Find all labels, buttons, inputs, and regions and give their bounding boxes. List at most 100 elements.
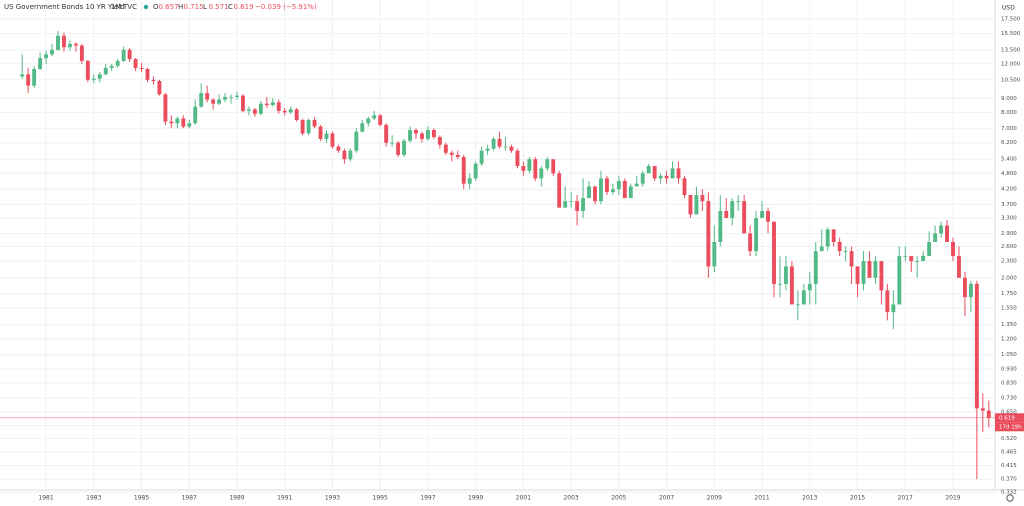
candle-body [921, 256, 926, 262]
settings-icon[interactable] [1006, 494, 1014, 502]
y-tick-label: 2.000 [1001, 275, 1017, 281]
candle-body [897, 256, 902, 305]
candle-body [628, 186, 633, 199]
x-tick-label: 1991 [277, 495, 292, 502]
candle-body [849, 251, 854, 267]
candle-body [622, 180, 627, 199]
candle-body [616, 180, 621, 190]
y-tick-label: 0.370 [1001, 477, 1017, 483]
candle-body [354, 131, 359, 151]
y-tick-label: 7.000 [1001, 126, 1017, 132]
candle-body [509, 146, 514, 151]
candle-body [688, 195, 693, 215]
candle-body [831, 229, 836, 242]
candle-body [455, 154, 460, 158]
candle-body [390, 142, 395, 144]
candle-body [145, 69, 150, 80]
candle-body [515, 150, 520, 167]
candle-body [736, 201, 741, 202]
x-tick-label: 2009 [707, 495, 722, 502]
candle-body [789, 266, 794, 305]
ohlc-value: 0.619 [234, 3, 254, 11]
candle-body [312, 120, 317, 127]
candle-body [157, 81, 162, 95]
candle-body [968, 283, 973, 298]
candle-body [270, 102, 275, 106]
candle-body [581, 198, 586, 211]
x-tick-label: 2005 [611, 495, 626, 502]
candle-body [939, 225, 944, 234]
candle-body [795, 304, 800, 306]
candle-body [97, 74, 102, 79]
candle-body [211, 99, 216, 104]
y-tick-label: 3.300 [1001, 216, 1017, 222]
y-tick-label: 8.000 [1001, 110, 1017, 116]
candle-body [408, 129, 412, 141]
x-tick-label: 1993 [325, 495, 340, 502]
candle-body [443, 144, 448, 153]
candle-body [223, 96, 228, 100]
candle-body [712, 241, 717, 267]
candle-body [706, 201, 711, 267]
x-tick-label: 2001 [516, 495, 531, 502]
candle-body [151, 79, 156, 82]
candle-body [879, 261, 884, 291]
candle-body [217, 99, 222, 104]
candle-body [599, 178, 603, 202]
candle-body [449, 152, 454, 155]
candle-body [229, 96, 233, 98]
candle-body [676, 168, 681, 179]
candle-body [163, 94, 168, 122]
candle-body [425, 129, 430, 139]
candle-body [282, 110, 287, 113]
y-tick-label: 0.332 [1001, 490, 1017, 496]
candle-body [73, 43, 78, 46]
y-tick-label: 1.550 [1001, 306, 1017, 312]
candle-body [766, 210, 770, 222]
candle-body [891, 304, 896, 313]
candle-body [778, 283, 782, 285]
y-tick-label: 1.750 [1001, 291, 1017, 297]
candle-body [497, 138, 502, 147]
candle-body [927, 241, 932, 257]
candle-body [115, 60, 120, 66]
candle-body [205, 93, 210, 100]
candle-body [324, 133, 329, 139]
y-tick-label: 0.830 [1001, 380, 1017, 386]
candle-body [187, 123, 192, 127]
candle-body [414, 129, 418, 134]
candle-body [837, 241, 842, 252]
candle-body [241, 95, 245, 111]
countdown-badge [995, 422, 1024, 432]
candle-body [652, 166, 657, 179]
candle-body [658, 175, 663, 179]
candle-body [396, 142, 401, 155]
x-tick-label: 1995 [373, 495, 388, 502]
status-dot [143, 4, 149, 10]
y-tick-label: 0.930 [1001, 367, 1017, 373]
candle-body [563, 201, 568, 208]
y-tick-label: 0.730 [1001, 396, 1017, 402]
last-price-badge [995, 413, 1024, 423]
y-tick-label: 0.650 [1001, 409, 1017, 415]
candle-body [909, 256, 914, 262]
candle-body [330, 133, 335, 147]
candle-body [587, 186, 591, 199]
candle-body [843, 251, 848, 252]
candle-body [294, 109, 299, 121]
y-tick-label: 0.520 [1001, 436, 1017, 442]
candle-body [461, 157, 466, 184]
currency: USD [1002, 5, 1015, 12]
candle-body [557, 173, 562, 208]
candle-body [62, 35, 66, 48]
candle-body [700, 195, 705, 202]
ohlc-label: O [153, 3, 159, 11]
y-tick-label: 2.600 [1001, 244, 1017, 250]
candle-body [610, 189, 615, 193]
x-tick-label: 2007 [659, 495, 674, 502]
candle-body [670, 168, 675, 179]
y-tick-label: 2.300 [1001, 259, 1017, 265]
candle-body [485, 148, 490, 151]
candle-body [360, 123, 365, 132]
